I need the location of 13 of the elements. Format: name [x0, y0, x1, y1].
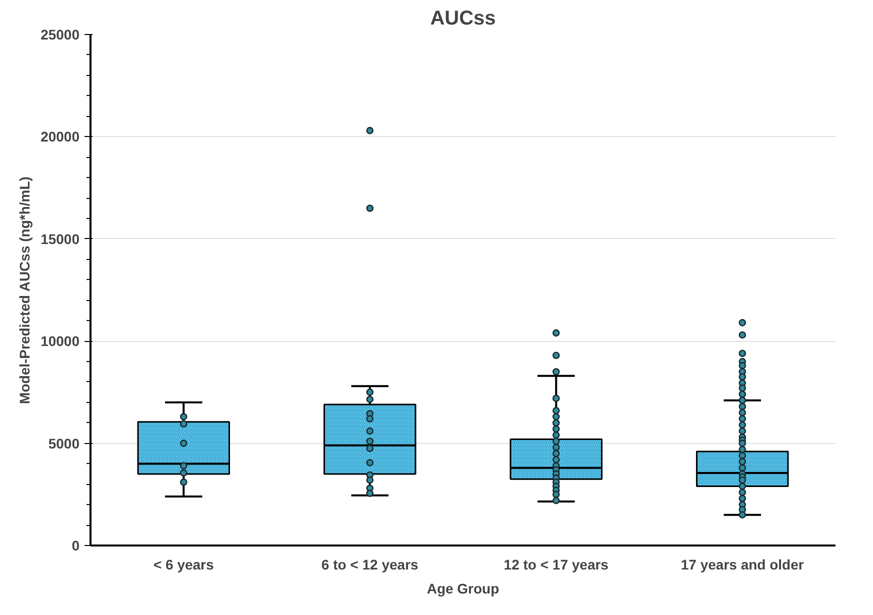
y-tick-label: 20000: [40, 128, 80, 145]
y-tick-label: 0: [72, 538, 80, 554]
y-axis-title: Model-Predicted AUCss (ng*h/mL): [16, 176, 33, 404]
x-tick-label: 17 years and older: [680, 556, 804, 572]
x-tick-label: 6 to < 12 years: [321, 556, 419, 572]
y-tick-label: 25000: [40, 26, 80, 42]
y-tick-label: 15000: [40, 230, 80, 247]
y-tick-label: 5000: [48, 435, 80, 452]
x-tick-label: 12 to < 17 years: [504, 556, 609, 572]
x-tick-label: < 6 years: [153, 556, 214, 572]
x-axis-title: Age Group: [426, 580, 500, 596]
y-tick-label: 10000: [40, 333, 80, 350]
chart-title: AUCss: [430, 8, 496, 30]
